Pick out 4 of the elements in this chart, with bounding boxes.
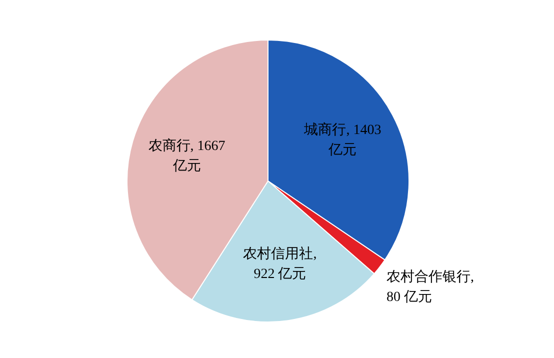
slice-label: 农商行, 1667 亿元 <box>147 137 226 176</box>
slice-label: 农村合作银行, 80 亿元 <box>386 268 474 308</box>
slice-label: 城商行, 1403 亿元 <box>303 121 382 160</box>
slice-label: 农村信用社, 922 亿元 <box>242 246 318 284</box>
